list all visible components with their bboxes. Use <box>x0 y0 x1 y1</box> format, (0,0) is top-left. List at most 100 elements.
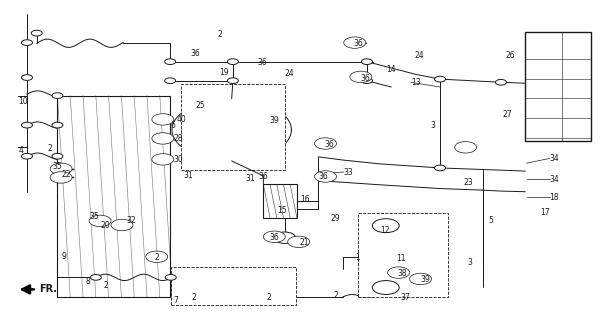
Text: 36: 36 <box>354 39 364 48</box>
Text: 34: 34 <box>550 174 559 184</box>
Text: 39: 39 <box>269 116 279 125</box>
Text: 36: 36 <box>190 49 200 58</box>
Circle shape <box>344 37 366 48</box>
Text: 33: 33 <box>344 168 354 177</box>
Text: 19: 19 <box>220 68 229 77</box>
Circle shape <box>350 71 372 83</box>
Circle shape <box>152 114 174 125</box>
Text: 40: 40 <box>177 115 187 124</box>
Circle shape <box>165 78 176 84</box>
Text: 28: 28 <box>173 134 183 143</box>
Text: 13: 13 <box>411 78 420 87</box>
Circle shape <box>228 78 239 84</box>
Text: 32: 32 <box>126 216 136 225</box>
Circle shape <box>21 153 32 159</box>
Circle shape <box>52 93 63 99</box>
Circle shape <box>21 122 32 128</box>
Text: 21: 21 <box>300 238 310 247</box>
Text: 14: 14 <box>386 65 396 74</box>
Text: 18: 18 <box>550 193 559 202</box>
Text: 2: 2 <box>334 291 338 300</box>
Circle shape <box>349 39 361 46</box>
Circle shape <box>496 79 507 85</box>
Circle shape <box>52 153 63 159</box>
Bar <box>263 184 297 218</box>
Text: 24: 24 <box>414 52 424 60</box>
Text: 30: 30 <box>173 155 183 164</box>
Text: 39: 39 <box>420 276 430 284</box>
Text: 29: 29 <box>330 214 340 223</box>
Circle shape <box>414 276 427 282</box>
Text: 10: 10 <box>18 97 28 106</box>
Circle shape <box>455 142 477 153</box>
Circle shape <box>263 231 285 243</box>
Circle shape <box>165 275 176 280</box>
Circle shape <box>274 232 296 244</box>
Circle shape <box>52 122 63 128</box>
Text: 12: 12 <box>380 226 390 235</box>
Text: 22: 22 <box>61 170 70 179</box>
Circle shape <box>319 173 332 180</box>
Text: 31: 31 <box>183 171 193 180</box>
Text: 36: 36 <box>269 233 279 242</box>
Circle shape <box>146 251 168 262</box>
Text: 2: 2 <box>192 292 196 301</box>
Circle shape <box>50 172 72 183</box>
Text: 5: 5 <box>489 216 494 225</box>
Circle shape <box>91 275 102 280</box>
Text: 3: 3 <box>468 258 472 267</box>
Text: 9: 9 <box>61 252 66 261</box>
Circle shape <box>387 267 409 278</box>
Circle shape <box>315 171 337 182</box>
Circle shape <box>116 222 128 228</box>
Text: 37: 37 <box>400 292 410 301</box>
Circle shape <box>21 40 32 45</box>
Circle shape <box>89 215 111 227</box>
Text: 23: 23 <box>463 178 473 187</box>
Text: 25: 25 <box>195 101 205 110</box>
Text: 36: 36 <box>258 172 268 181</box>
Text: 3: 3 <box>431 121 436 130</box>
Circle shape <box>373 219 399 233</box>
Circle shape <box>55 166 67 172</box>
Circle shape <box>157 156 169 163</box>
Text: 7: 7 <box>174 296 179 305</box>
Bar <box>171 267 296 305</box>
Text: 31: 31 <box>245 174 255 183</box>
Circle shape <box>165 59 176 65</box>
Circle shape <box>152 154 174 165</box>
Text: 6: 6 <box>171 121 176 130</box>
Text: 36: 36 <box>361 74 371 83</box>
Text: 35: 35 <box>90 212 100 221</box>
Text: 24: 24 <box>285 69 294 78</box>
Circle shape <box>319 140 332 147</box>
Circle shape <box>94 218 106 224</box>
Text: 17: 17 <box>540 208 550 217</box>
Circle shape <box>157 135 169 142</box>
Circle shape <box>151 253 163 260</box>
Circle shape <box>362 78 373 84</box>
Text: 8: 8 <box>86 277 90 286</box>
Circle shape <box>293 239 305 245</box>
Text: 26: 26 <box>506 52 515 60</box>
Text: 20: 20 <box>100 220 110 229</box>
Circle shape <box>392 269 405 276</box>
Text: 15: 15 <box>277 206 286 215</box>
Circle shape <box>152 133 174 144</box>
Text: 36: 36 <box>324 140 334 149</box>
Circle shape <box>31 30 42 36</box>
Circle shape <box>111 219 133 231</box>
Text: 16: 16 <box>300 195 310 204</box>
Circle shape <box>157 116 169 123</box>
Bar <box>370 226 401 288</box>
Text: 36: 36 <box>257 58 267 67</box>
Text: 2: 2 <box>155 253 160 262</box>
Text: 34: 34 <box>550 154 559 163</box>
Text: 2: 2 <box>218 30 222 39</box>
Bar <box>358 213 448 297</box>
Circle shape <box>21 75 32 80</box>
Circle shape <box>362 59 373 65</box>
Circle shape <box>228 59 239 65</box>
Text: 35: 35 <box>52 163 62 172</box>
Bar <box>181 84 285 170</box>
